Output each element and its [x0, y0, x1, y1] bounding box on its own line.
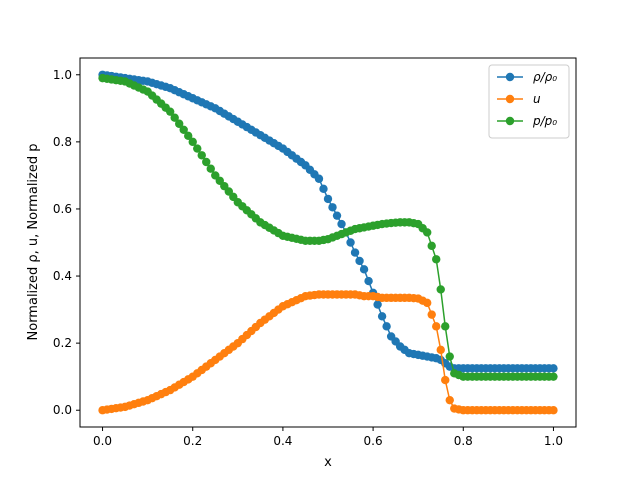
data-point — [427, 241, 436, 251]
data-point — [549, 372, 558, 381]
data-point — [193, 144, 202, 153]
x-tick-label: 0.2 — [183, 434, 202, 448]
data-point — [436, 285, 445, 294]
data-point — [436, 345, 445, 355]
data-point — [350, 248, 360, 257]
data-point — [441, 322, 450, 331]
data-point — [206, 164, 215, 173]
legend-label: ρ/ρ₀ — [533, 70, 557, 84]
data-point — [184, 131, 193, 141]
data-point — [441, 375, 450, 385]
x-tick-label: 0.4 — [273, 434, 292, 448]
data-point — [549, 406, 558, 415]
data-point — [202, 157, 211, 167]
data-point — [359, 265, 369, 274]
data-point — [445, 352, 454, 361]
legend-item: ρ/ρ₀ — [497, 70, 557, 84]
data-point — [346, 238, 355, 247]
data-point — [373, 300, 382, 309]
series-2 — [98, 290, 558, 415]
data-point — [549, 364, 558, 373]
series-line-1 — [102, 74, 554, 370]
data-point — [188, 137, 197, 147]
x-tick-label: 0.8 — [454, 434, 473, 448]
series-line-3 — [102, 77, 554, 378]
legend-marker — [505, 72, 515, 82]
x-tick-label: 0.0 — [93, 434, 112, 448]
x-axis-label: x — [324, 455, 332, 470]
data-point — [423, 298, 432, 308]
data-point — [427, 310, 436, 319]
legend-marker — [505, 116, 515, 126]
data-point — [337, 219, 346, 229]
x-axis-ticks: 0.0 0.2 0.4 0.6 0.8 1.0 — [93, 427, 563, 448]
legend-marker — [505, 94, 515, 104]
data-point — [328, 203, 337, 212]
legend-item: u — [497, 92, 541, 106]
series-layer — [98, 70, 558, 415]
data-point — [432, 255, 441, 264]
legend-label: u — [533, 92, 541, 106]
data-point — [170, 113, 179, 122]
data-point — [382, 322, 391, 331]
y-tick-label: 0.2 — [53, 336, 72, 350]
data-point — [332, 211, 342, 220]
data-point — [445, 395, 454, 405]
data-point — [179, 125, 188, 134]
y-tick-label: 0.0 — [53, 403, 72, 417]
data-point — [319, 184, 328, 194]
axes-frame — [79, 57, 577, 428]
data-point — [165, 107, 175, 116]
data-point — [355, 256, 364, 266]
data-point — [364, 276, 373, 286]
y-tick-label: 1.0 — [53, 68, 72, 82]
legend-label: p/p₀ — [532, 114, 557, 128]
data-point — [175, 119, 184, 128]
x-tick-label: 0.6 — [364, 434, 383, 448]
x-tick-label: 1.0 — [544, 434, 563, 448]
y-tick-label: 0.4 — [53, 269, 72, 283]
series-3 — [98, 73, 558, 381]
data-point — [314, 174, 324, 183]
legend: ρ/ρ₀ u p/p₀ — [488, 64, 570, 139]
data-point — [432, 322, 441, 331]
y-tick-label: 0.6 — [53, 202, 72, 216]
y-axis-ticks: 0.0 0.2 0.4 0.6 0.8 1.0 — [53, 68, 80, 417]
y-axis-label: Normalized ρ, u, Normalized p — [26, 144, 41, 341]
data-point — [377, 312, 387, 321]
y-tick-label: 0.8 — [53, 135, 72, 149]
data-point — [423, 228, 432, 237]
legend-item: p/p₀ — [497, 114, 557, 128]
data-point — [197, 151, 206, 160]
data-point — [323, 194, 333, 204]
